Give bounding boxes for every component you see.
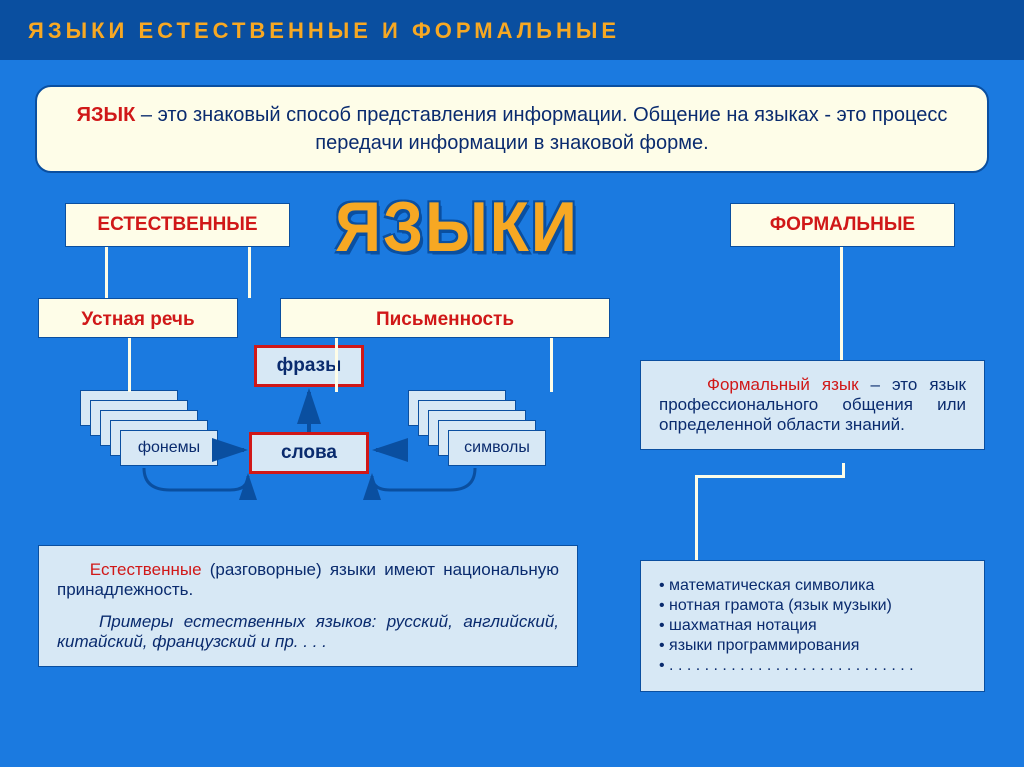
list-item: • математическая символика — [659, 577, 966, 595]
connector — [335, 338, 338, 392]
category-written: Письменность — [280, 298, 610, 338]
list-item: • нотная грамота (язык музыки) — [659, 597, 966, 615]
connector — [842, 463, 845, 478]
formal-list-box: • математическая символика • нотная грамо… — [640, 560, 985, 692]
definition-box: ЯЗЫК – это знаковый способ представления… — [35, 85, 989, 173]
natural-info-box: Естественные (разговорные) языки имеют н… — [38, 545, 578, 667]
list-item: • шахматная нотация — [659, 617, 966, 635]
list-item: • . . . . . . . . . . . . . . . . . . . … — [659, 657, 966, 675]
formal-info-box: Формальный язык – это язык профессиональ… — [640, 360, 985, 450]
page-title: ЯЗЫКИ ЕСТЕСТВЕННЫЕ И ФОРМАЛЬНЫЕ — [28, 18, 1024, 44]
phonemes-label: фонемы — [120, 430, 218, 466]
central-word: ЯЗЫКИ — [335, 186, 579, 267]
connector — [128, 338, 131, 392]
connector — [840, 247, 843, 360]
connector — [248, 247, 251, 298]
words-box: слова — [249, 432, 369, 474]
definition-key: ЯЗЫК — [77, 104, 136, 126]
connector — [695, 475, 845, 478]
formal-info-key: Формальный язык — [707, 375, 859, 394]
connector — [105, 247, 108, 298]
phrases-box: фразы — [254, 345, 364, 387]
symbols-label: символы — [448, 430, 546, 466]
header-bar: ЯЗЫКИ ЕСТЕСТВЕННЫЕ И ФОРМАЛЬНЫЕ — [0, 0, 1024, 60]
list-item: • языки программирования — [659, 637, 966, 655]
connector — [550, 338, 553, 392]
connector — [695, 475, 698, 560]
category-formal: ФОРМАЛЬНЫЕ — [730, 203, 955, 247]
natural-info-key: Естественные — [90, 560, 202, 579]
category-natural: ЕСТЕСТВЕННЫЕ — [65, 203, 290, 247]
natural-info-p2: Примеры естественных языков: русский, ан… — [57, 612, 559, 651]
definition-text: – это знаковый способ представления инфо… — [135, 104, 947, 154]
category-oral: Устная речь — [38, 298, 238, 338]
